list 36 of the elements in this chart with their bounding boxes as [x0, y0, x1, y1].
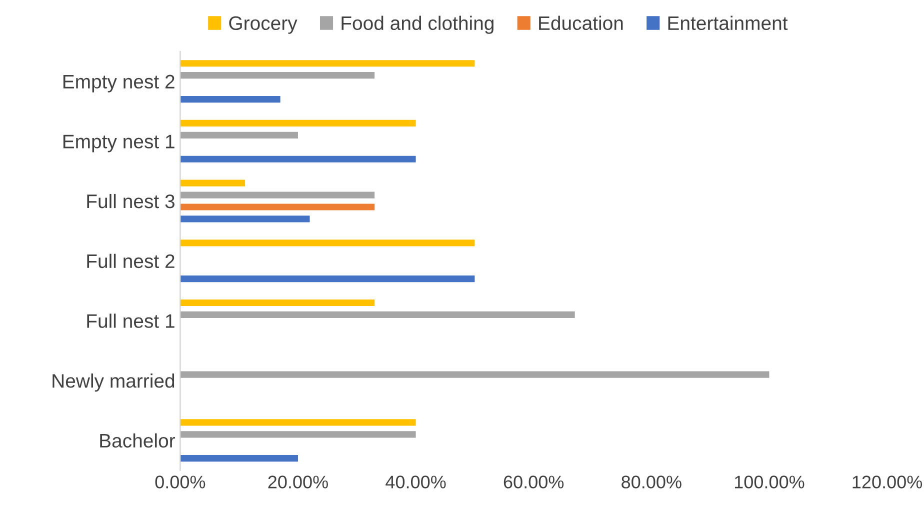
legend-label: Education — [539, 16, 623, 30]
y-tick-label: Full nest 3 — [87, 194, 174, 208]
x-tick-label: 100.00% — [734, 476, 804, 488]
bar — [180, 72, 375, 79]
bar — [180, 276, 475, 282]
bar — [180, 431, 416, 438]
legend-label: Food and clothing — [342, 16, 494, 34]
bar — [180, 455, 298, 462]
x-tick-label: 20.00% — [268, 476, 328, 488]
legend-label: Grocery — [229, 16, 298, 34]
bar — [180, 240, 475, 246]
bar — [180, 371, 770, 378]
bar — [180, 96, 280, 103]
y-tick-label: Full nest 2 — [87, 254, 174, 268]
bar — [180, 132, 298, 138]
x-tick-label: 120.00% — [852, 476, 922, 488]
legend-label: Entertainment — [668, 16, 788, 30]
bar — [180, 180, 245, 186]
bar — [180, 60, 475, 67]
bar — [180, 120, 416, 127]
y-tick-label: Full nest 1 — [87, 314, 174, 328]
bar — [180, 192, 375, 198]
y-tick-label: Empty nest 2 — [63, 74, 174, 92]
bar — [180, 204, 375, 210]
bar — [180, 311, 575, 318]
x-tick-label: 80.00% — [622, 476, 682, 488]
x-tick-label: 0.00% — [155, 476, 206, 488]
bar — [180, 299, 375, 306]
y-tick-label: Empty nest 1 — [63, 134, 174, 152]
y-tick-label: Bachelor — [100, 433, 175, 448]
x-tick-label: 40.00% — [386, 476, 446, 488]
bar — [180, 419, 416, 426]
bar — [180, 216, 310, 222]
x-tick-label: 60.00% — [504, 476, 564, 488]
y-tick-label: Newly married — [52, 374, 174, 392]
bar — [180, 156, 416, 162]
